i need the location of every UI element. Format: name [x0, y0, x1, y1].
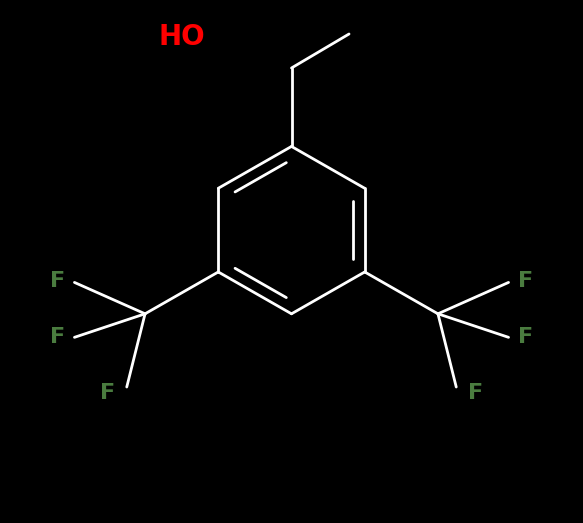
Text: F: F [50, 327, 65, 347]
Text: HO: HO [159, 22, 205, 51]
Text: F: F [518, 327, 533, 347]
Text: F: F [50, 271, 65, 291]
Text: F: F [468, 383, 483, 403]
Text: F: F [100, 383, 115, 403]
Text: F: F [518, 271, 533, 291]
